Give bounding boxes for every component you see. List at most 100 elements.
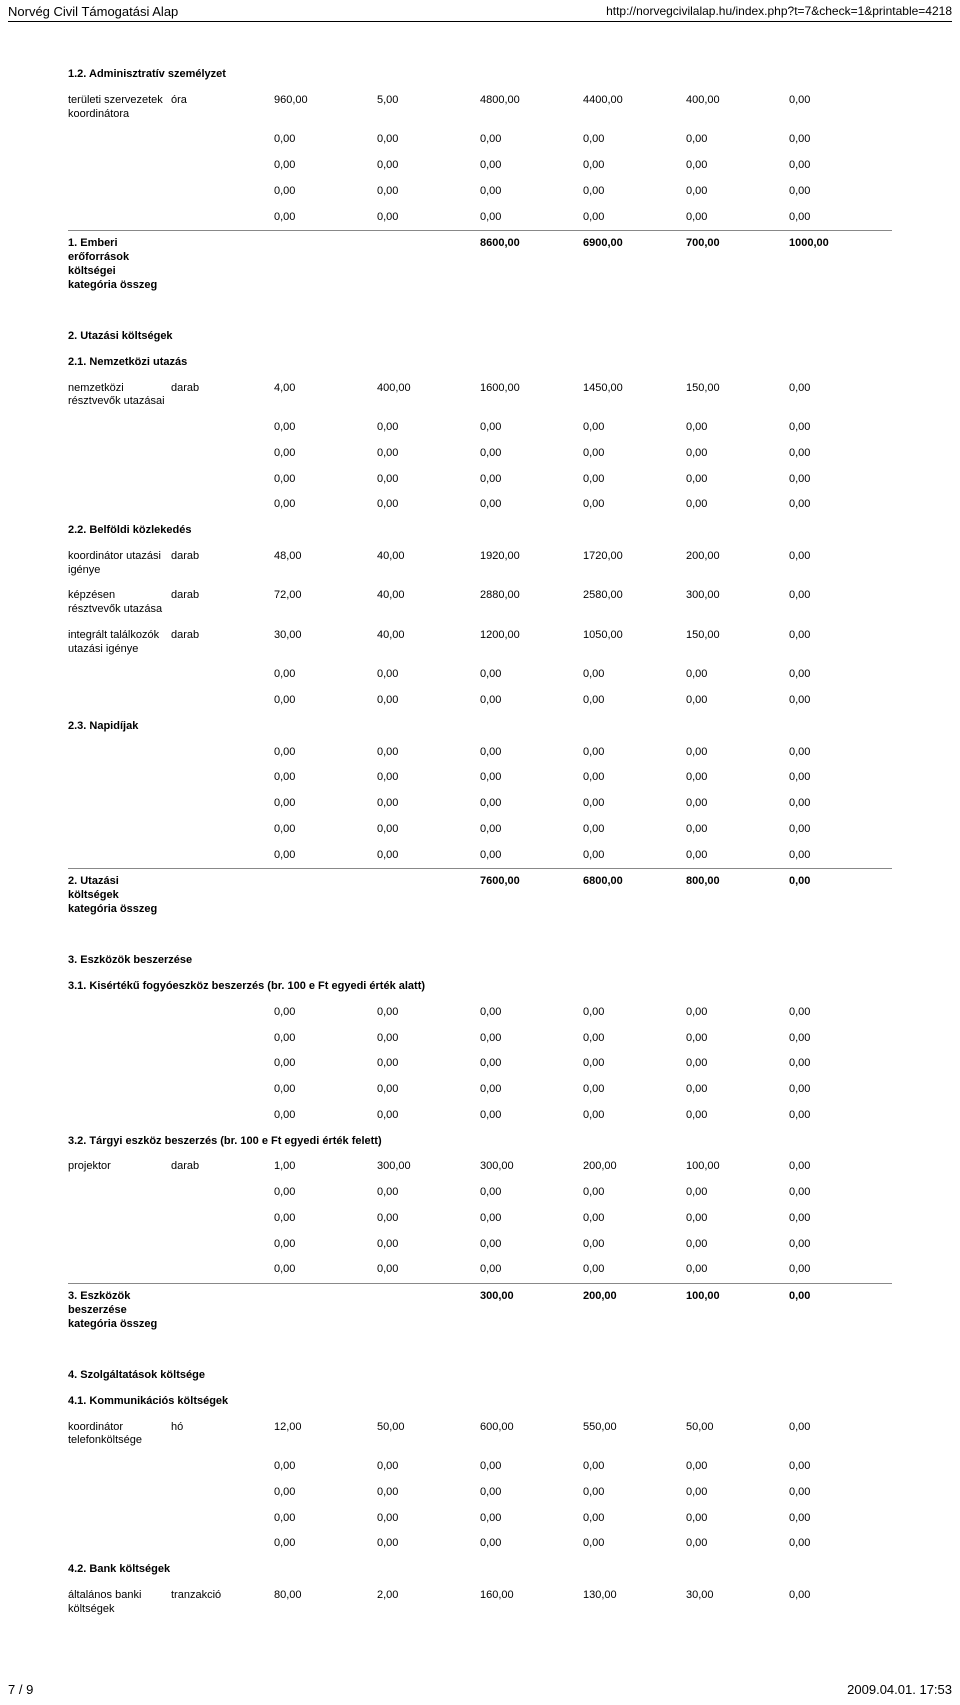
cell-value: 1200,00: [480, 623, 583, 663]
cell-value: 0,00: [274, 205, 377, 231]
row-unit: [171, 1077, 274, 1103]
cell-value: 0,00: [583, 765, 686, 791]
row-label: [68, 817, 171, 843]
cell-value: 300,00: [686, 583, 789, 623]
cell-value: 0,00: [274, 1232, 377, 1258]
cell-value: 0,00: [274, 1506, 377, 1532]
cell-value: 0,00: [274, 1257, 377, 1283]
cell-value: 1050,00: [583, 623, 686, 663]
cell-value: 30,00: [274, 623, 377, 663]
cell-value: 8600,00: [480, 231, 583, 299]
cell-value: [274, 1284, 377, 1338]
cell-value: 0,00: [274, 1206, 377, 1232]
cell-value: 0,00: [686, 153, 789, 179]
section-heading: 3.1. Kisértékű fogyóeszköz beszerzés (br…: [68, 974, 892, 1000]
row-unit: [171, 765, 274, 791]
cell-value: 2580,00: [583, 583, 686, 623]
cell-value: [274, 869, 377, 923]
cell-value: 0,00: [377, 467, 480, 493]
table-row: nemzetközi résztvevők utazásaidarab4,004…: [68, 376, 892, 416]
cell-value: 0,00: [480, 1506, 583, 1532]
cell-value: 0,00: [583, 1026, 686, 1052]
cell-value: 0,00: [377, 441, 480, 467]
cell-value: 30,00: [686, 1583, 789, 1623]
cell-value: 0,00: [686, 492, 789, 518]
cell-value: 0,00: [274, 179, 377, 205]
table-row: 1.2. Adminisztratív személyzet: [68, 62, 892, 88]
row-label: [68, 740, 171, 766]
cell-value: 6800,00: [583, 869, 686, 923]
cell-value: 0,00: [480, 205, 583, 231]
row-label: [68, 1026, 171, 1052]
row-label: területi szervezetek koordinátora: [68, 88, 171, 128]
row-label: képzésen résztvevők utazása: [68, 583, 171, 623]
cell-value: 0,00: [480, 817, 583, 843]
cell-value: 0,00: [789, 1180, 892, 1206]
cell-value: 400,00: [377, 376, 480, 416]
cell-value: 550,00: [583, 1415, 686, 1455]
cell-value: [274, 231, 377, 299]
cell-value: 0,00: [583, 688, 686, 714]
cell-value: 0,00: [274, 153, 377, 179]
cell-value: 50,00: [377, 1415, 480, 1455]
cell-value: 80,00: [274, 1583, 377, 1623]
cell-value: 0,00: [583, 415, 686, 441]
cell-value: 72,00: [274, 583, 377, 623]
cell-value: 0,00: [274, 1051, 377, 1077]
cell-value: 0,00: [789, 1077, 892, 1103]
cell-value: 0,00: [789, 662, 892, 688]
cell-value: 0,00: [583, 492, 686, 518]
cell-value: [377, 231, 480, 299]
budget-table: 1.2. Adminisztratív személyzetterületi s…: [68, 62, 892, 1622]
cell-value: 0,00: [480, 765, 583, 791]
table-row: 0,000,000,000,000,000,00: [68, 1051, 892, 1077]
cell-value: 0,00: [377, 1077, 480, 1103]
cell-value: 0,00: [789, 1000, 892, 1026]
cell-value: 0,00: [274, 467, 377, 493]
table-row: 4.1. Kommunikációs költségek: [68, 1389, 892, 1415]
cell-value: 0,00: [583, 791, 686, 817]
cell-value: 0,00: [274, 1103, 377, 1129]
cell-value: 130,00: [583, 1583, 686, 1623]
cell-value: 0,00: [686, 1531, 789, 1557]
cell-value: 0,00: [583, 1000, 686, 1026]
row-unit: [171, 843, 274, 869]
cell-value: 0,00: [480, 1480, 583, 1506]
cell-value: 0,00: [274, 1454, 377, 1480]
cell-value: 0,00: [480, 1206, 583, 1232]
print-date: 2009.04.01. 17:53: [847, 1682, 952, 1697]
cell-value: 0,00: [789, 467, 892, 493]
cell-value: 150,00: [686, 623, 789, 663]
cell-value: 0,00: [377, 791, 480, 817]
cell-value: 0,00: [480, 1051, 583, 1077]
row-unit: [171, 869, 274, 923]
cell-value: 0,00: [377, 1026, 480, 1052]
cell-value: 0,00: [789, 1103, 892, 1129]
cell-value: 0,00: [274, 415, 377, 441]
table-row: 0,000,000,000,000,000,00: [68, 817, 892, 843]
row-label: [68, 1206, 171, 1232]
table-row: integrált találkozók utazási igényedarab…: [68, 623, 892, 663]
cell-value: 0,00: [686, 688, 789, 714]
row-label: [68, 127, 171, 153]
cell-value: 0,00: [789, 179, 892, 205]
row-unit: [171, 1051, 274, 1077]
cell-value: 0,00: [583, 817, 686, 843]
cell-value: 0,00: [274, 662, 377, 688]
row-label: [68, 1480, 171, 1506]
cell-value: 0,00: [686, 740, 789, 766]
table-row: 0,000,000,000,000,000,00: [68, 1232, 892, 1258]
row-label: [68, 1531, 171, 1557]
cell-value: 0,00: [686, 817, 789, 843]
cell-value: 0,00: [583, 1103, 686, 1129]
cell-value: 0,00: [686, 127, 789, 153]
cell-value: 1920,00: [480, 544, 583, 584]
cell-value: 0,00: [583, 205, 686, 231]
cell-value: 0,00: [789, 740, 892, 766]
cell-value: 0,00: [583, 127, 686, 153]
table-row: 3. Eszközök beszerzése: [68, 948, 892, 974]
cell-value: 0,00: [789, 1480, 892, 1506]
cell-value: 0,00: [789, 1583, 892, 1623]
cell-value: 960,00: [274, 88, 377, 128]
row-label: [68, 205, 171, 231]
